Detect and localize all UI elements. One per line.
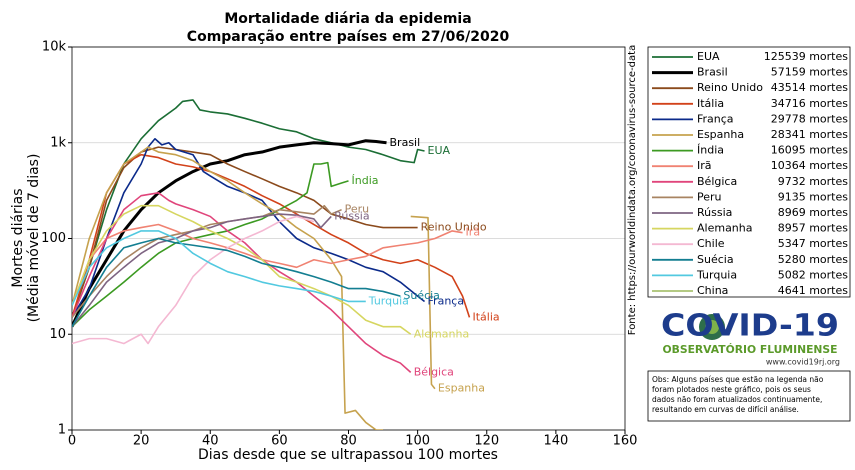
note-line: Obs: Alguns países que estão na legenda … [652, 375, 824, 384]
legend-label: França [697, 112, 734, 125]
legend-value: 125539 mortes [764, 50, 849, 63]
y-tick-label: 10k [42, 40, 67, 55]
x-tick-label: 140 [543, 434, 568, 449]
series-end-label: Rússia [334, 209, 369, 222]
series-end-label: Suécia [403, 289, 440, 302]
legend-value: 9135 mortes [778, 190, 849, 203]
legend-value: 29778 mortes [771, 112, 849, 125]
series-line [72, 223, 463, 306]
x-tick-label: 80 [340, 434, 357, 449]
y-tick-label: 1k [50, 135, 66, 150]
logo-url: www.covid19rj.org [766, 358, 840, 367]
x-axis-label: Dias desde que se ultrapassou 100 mortes [198, 447, 498, 463]
logo-subtitle: OBSERVATÓRIO FLUMINENSE [663, 343, 838, 356]
series-end-label: Bélgica [414, 365, 454, 378]
y-tick-label: 100 [41, 231, 66, 246]
legend-value: 9732 mortes [778, 175, 849, 188]
legend-label: Alemanha [697, 222, 753, 235]
legend-label: Itália [697, 97, 724, 110]
legend-label: Bélgica [697, 175, 737, 188]
legend-label: Chile [697, 237, 725, 250]
legend-label: Suécia [697, 253, 734, 266]
logo-icon [705, 320, 719, 334]
note-line: resultando em curvas de difícil análise. [652, 405, 799, 414]
series-end-label: Itália [472, 310, 499, 323]
legend-label: China [697, 284, 728, 297]
legend: EUA 125539 mortes Brasil 57159 mortes Reino … [652, 50, 848, 297]
legend-label: Irã [697, 159, 712, 172]
source-note: Fonte: https://ourworldindata.org/corona… [627, 45, 638, 335]
note-line: foram plotados neste gráfico, pois os se… [652, 385, 811, 394]
series-line [72, 204, 412, 335]
x-tick-label: 40 [202, 434, 219, 449]
chart-title: Mortalidade diária da epidemia [224, 11, 471, 27]
note-box [647, 370, 851, 422]
series-end-label: Brasil [390, 136, 421, 149]
legend-value: 34716 mortes [771, 97, 849, 110]
series-line [72, 204, 342, 318]
legend-value: 8957 mortes [778, 222, 849, 235]
series-line [72, 139, 387, 328]
logo: COVID-19 OBSERVATÓRIO FLUMINENSE www.cov… [661, 309, 840, 367]
series-line [72, 146, 436, 430]
series-line [72, 153, 471, 318]
series-line [72, 237, 401, 328]
x-tick-label: 160 [613, 434, 638, 449]
series-end-label: Alemanha [414, 327, 470, 340]
plot-frame [71, 46, 626, 431]
series-line [72, 213, 332, 328]
legend-label: Espanha [697, 128, 744, 141]
legend-value: 4641 mortes [778, 284, 849, 297]
legend-label: Rússia [697, 206, 732, 219]
note: Obs: Alguns países que estão na legenda … [652, 375, 824, 414]
logo-title: COVID-19 [661, 309, 839, 344]
x-tick-label: 120 [474, 434, 499, 449]
series-line [72, 137, 426, 318]
legend-value: 57159 mortes [771, 66, 849, 79]
series-end-label: Peru [345, 203, 370, 216]
legend-label: Brasil [697, 66, 728, 79]
series-line [72, 230, 366, 306]
legend-value: 16095 mortes [771, 144, 849, 157]
series-end-label: EUA [428, 144, 451, 157]
y-axis-label: Mortes diárias [10, 188, 26, 287]
series-end-label: Espanha [438, 382, 485, 395]
legend-value: 5280 mortes [778, 253, 849, 266]
legend-value: 43514 mortes [771, 81, 849, 94]
legend-label: EUA [697, 50, 720, 63]
legend-label: Turquia [696, 268, 737, 281]
series-end-label: França [428, 294, 465, 307]
y-tick-label: 1 [58, 423, 66, 438]
legend-value: 5347 mortes [778, 237, 849, 250]
lines [72, 99, 471, 430]
legend-label: Índia [697, 144, 724, 157]
series-line [72, 99, 425, 318]
series-line [72, 146, 418, 318]
x-tick-label: 20 [133, 434, 150, 449]
plot-area: 1 10 100 1k 10k 0 20 40 60 80 100 120 140 160 EUA Brasi… [41, 40, 637, 449]
legend-value: 10364 mortes [771, 159, 849, 172]
series-end-label: Irã [466, 226, 481, 239]
chart-subtitle: Comparação entre países em 27/06/2020 [187, 29, 510, 45]
series-line [72, 192, 412, 373]
x-tick-label: 0 [68, 434, 76, 449]
legend-value: 28341 mortes [771, 128, 849, 141]
note-line: dados não foram atualizados continuament… [652, 395, 822, 404]
x-tick-label: 100 [405, 434, 430, 449]
y-tick-label: 10 [49, 327, 66, 342]
legend-label: Peru [697, 190, 722, 203]
series-end-label: Reino Unido [421, 221, 487, 234]
legend-value: 5082 mortes [778, 268, 849, 281]
legend-label: Reino Unido [697, 81, 763, 94]
x-tick-label: 60 [271, 434, 288, 449]
y-axis-label: (Média móvel de 7 dias) [26, 154, 42, 323]
series-line [72, 161, 349, 328]
series-end-label: Índia [352, 174, 379, 187]
series-end-label: Turquia [368, 294, 409, 307]
legend-value: 8969 mortes [778, 206, 849, 219]
series-line [72, 215, 315, 345]
